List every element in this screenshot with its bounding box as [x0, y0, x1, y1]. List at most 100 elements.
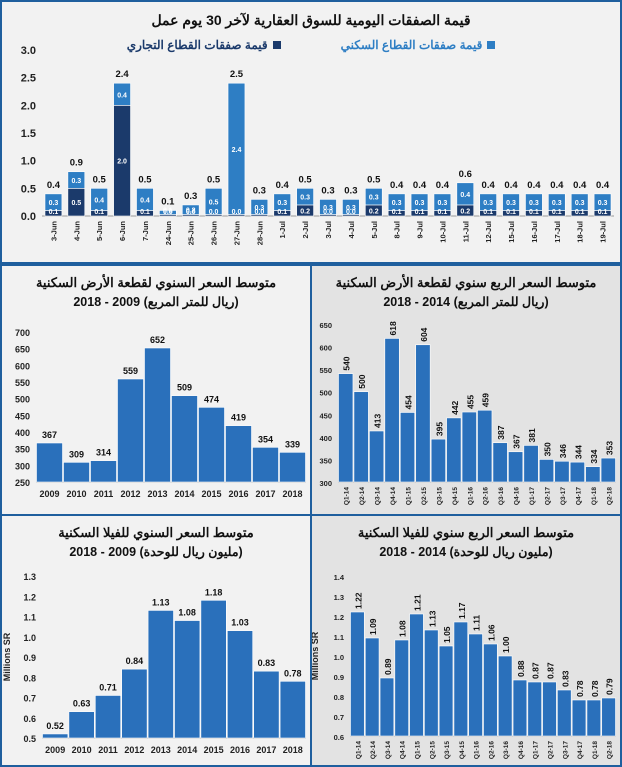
- bar-Q3-14: [379, 677, 395, 737]
- x-tick-label-Q3-17: Q3-17: [562, 741, 569, 759]
- bar-Q2-14: [353, 391, 369, 483]
- data-label-Q4-16: 0.88: [516, 660, 526, 677]
- villa-quarterly-title: متوسط السعر الربع سنوي للفيلا السكنية: [357, 525, 575, 540]
- x-tick-label-Q1-14: Q1-14: [355, 741, 362, 759]
- data-label-2015: 1.18: [205, 587, 223, 597]
- x-tick-label-2013: 2013: [151, 745, 171, 755]
- bar-Q2-14: [364, 637, 380, 737]
- y-tick-label-9: 700: [15, 328, 30, 338]
- total-label-11-Jul: 0.6: [459, 169, 472, 180]
- x-tick-label-18-Jul: 18-Jul: [576, 221, 585, 243]
- label-commercial-1-Jul: 0.1: [277, 209, 287, 216]
- legend-commercial-swatch: [272, 41, 281, 49]
- data-label-2017: 354: [258, 434, 273, 444]
- label-commercial-15-Jul: 0.1: [506, 209, 516, 216]
- label-commercial-3-Jul: 0.0: [323, 209, 333, 216]
- label-commercial-3-Jun: 0.1: [49, 209, 59, 216]
- data-label-Q3-15: 395: [434, 422, 444, 436]
- y-tick-label-4: 450: [15, 411, 30, 421]
- label-residential-27-Jun: 2.4: [232, 147, 242, 154]
- bar-residential-2-Jul: [296, 188, 314, 206]
- land-annual-title: متوسط السعر السنوي لقطعة الأرض السكنية: [35, 275, 277, 290]
- x-tick-label-2014: 2014: [177, 745, 197, 755]
- daily-chart-title: قيمة الصفقات اليومية للسوق العقارية لآخر…: [151, 12, 471, 28]
- x-tick-label-6-Jun: 6-Jun: [118, 221, 127, 241]
- villa-quarterly-panel: متوسط السعر الربع سنوي للفيلا السكنية (م…: [310, 514, 622, 767]
- data-label-2009: 367: [42, 430, 57, 440]
- bar-residential-12-Jul: [479, 193, 497, 211]
- land-quarterly-chart: 300 350 400 450 500 550 600 650 540 Q1-14 500 Q2-14…: [319, 321, 616, 505]
- bar-2013: [144, 347, 171, 483]
- data-label-Q1-15: 1.21: [413, 594, 423, 611]
- x-tick-label-2015: 2015: [204, 745, 224, 755]
- y-tick-label-8: 650: [15, 345, 30, 355]
- bar-residential-3-Jun: [44, 193, 63, 211]
- x-tick-label-16-Jul: 16-Jul: [530, 221, 539, 243]
- bar-residential-17-Jul: [548, 193, 566, 211]
- x-tick-label-17-Jul: 17-Jul: [553, 221, 562, 243]
- y-tick-label-5: 1.0: [23, 633, 36, 643]
- x-tick-label-28-Jun: 28-Jun: [255, 221, 264, 246]
- y-tick-label-0: 0.0: [21, 211, 36, 223]
- bar-residential-11-Jul: [456, 182, 475, 206]
- label-commercial-2-Jul: 0.2: [300, 208, 310, 215]
- bar-2012: [121, 668, 148, 739]
- x-tick-label-Q3-16: Q3-16: [503, 741, 510, 759]
- label-commercial-28-Jun: 0.0: [254, 209, 264, 216]
- bar-residential-8-Jul: [387, 193, 406, 211]
- legend-residential-swatch: [487, 41, 496, 49]
- bar-Q1-18: [586, 699, 602, 737]
- x-tick-label-Q2-16: Q2-16: [483, 487, 490, 505]
- legend-residential-label: قيمة صفقات القطاع السكني: [340, 38, 483, 52]
- x-tick-label-2010: 2010: [72, 745, 92, 755]
- villa-annual-panel: متوسط السعر السنوي للفيلا السكنية (مليون…: [0, 514, 312, 767]
- y-tick-label-1: 350: [319, 456, 332, 465]
- y-tick-label-2: 400: [319, 434, 332, 443]
- data-label-2011: 0.71: [99, 682, 117, 692]
- y-tick-label-3: 450: [319, 411, 332, 420]
- villa-annual-title: متوسط السعر السنوي للفيلا السكنية: [58, 525, 254, 540]
- x-tick-label-Q1-18: Q1-18: [592, 741, 599, 759]
- data-label-2010: 309: [69, 449, 84, 459]
- label-residential-8-Jul: 0.3: [392, 200, 402, 207]
- x-tick-label-Q3-16: Q3-16: [498, 487, 505, 505]
- data-label-2013: 1.13: [152, 597, 170, 607]
- x-tick-label-2013: 2013: [147, 489, 167, 499]
- label-residential-4-Jul: 0.3: [346, 205, 356, 212]
- x-tick-label-2017: 2017: [256, 745, 276, 755]
- total-label-27-Jun: 2.5: [230, 69, 244, 80]
- bar-Q4-16: [508, 451, 524, 483]
- bar-Q4-15: [446, 417, 462, 483]
- x-tick-label-Q4-14: Q4-14: [400, 741, 407, 759]
- data-label-Q3-16: 1.00: [501, 636, 511, 653]
- bar-2015: [198, 407, 225, 483]
- label-commercial-25-Jun: 0.0: [186, 209, 196, 216]
- x-tick-label-3-Jun: 3-Jun: [49, 221, 58, 241]
- data-label-Q1-18: 334: [589, 449, 599, 463]
- data-label-Q4-17: 0.78: [575, 680, 585, 697]
- bar-residential-3-Jul: [319, 199, 337, 215]
- label-residential-19-Jul: 0.3: [598, 200, 608, 207]
- data-label-Q1-14: 540: [342, 356, 352, 370]
- y-tick-label-7: 650: [319, 321, 332, 330]
- bar-Q4-17: [569, 461, 585, 483]
- total-label-9-Jul: 0.4: [413, 180, 427, 191]
- label-commercial-19-Jul: 0.1: [598, 209, 608, 216]
- total-label-3-Jul: 0.3: [321, 185, 334, 196]
- x-tick-label-2017: 2017: [255, 489, 275, 499]
- land-quarterly-panel: متوسط السعر الربع سنوي لقطعة الأرض السكن…: [310, 264, 622, 516]
- x-tick-label-Q1-15: Q1-15: [415, 741, 422, 759]
- bar-2017: [253, 670, 280, 739]
- bar-Q1-15: [409, 613, 424, 737]
- label-residential-18-Jul: 0.3: [575, 200, 585, 207]
- y-tick-label-1: 0.6: [23, 714, 36, 724]
- x-tick-label-26-Jun: 26-Jun: [210, 221, 219, 246]
- bar-Q2-16: [483, 643, 498, 737]
- label-commercial-10-Jul: 0.1: [438, 209, 448, 216]
- data-label-Q2-18: 353: [604, 441, 614, 455]
- data-label-Q2-14: 1.09: [368, 618, 378, 635]
- y-tick-label-6: 3.0: [21, 45, 36, 57]
- bar-Q4-14: [384, 338, 400, 483]
- legend-commercial-label: قيمة صفقات القطاع التجاري: [126, 38, 268, 52]
- land-quarterly-subtitle: (ريال للمتر المربع) 2014 - 2018: [383, 295, 549, 309]
